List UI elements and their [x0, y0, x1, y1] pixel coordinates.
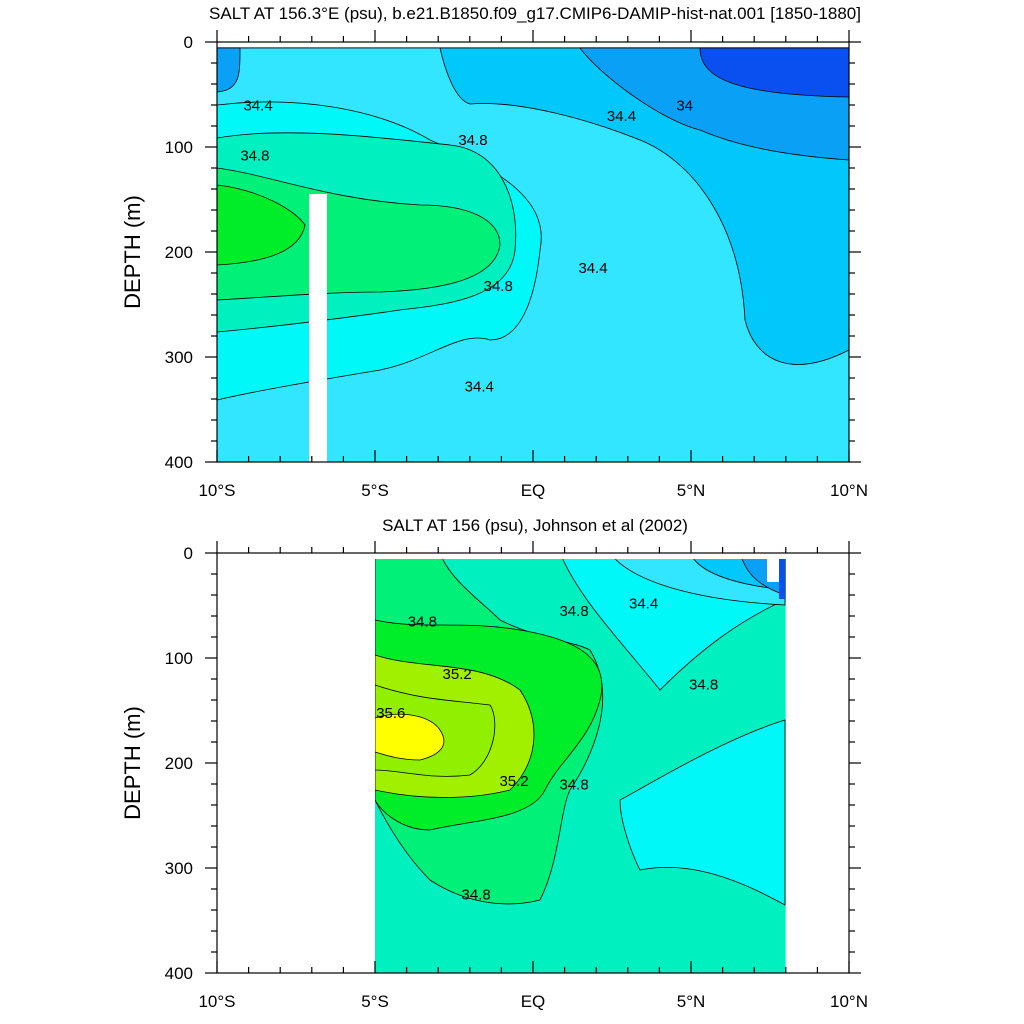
contour-label: 34.4 — [607, 108, 636, 125]
y-tick-label: 100 — [165, 138, 193, 157]
contour-label: 35.2 — [499, 773, 528, 790]
y-tick-label: 0 — [184, 544, 193, 563]
y-axis-label: DEPTH (m) — [120, 195, 145, 309]
observation-fill — [375, 559, 786, 973]
fresh-water-patch — [779, 559, 785, 599]
model-panel — [217, 42, 849, 464]
contour-label: 34.4 — [243, 97, 272, 114]
contour-label: 34.4 — [629, 596, 658, 613]
y-tick-label: 400 — [165, 453, 193, 472]
x-tick-label: 5°S — [361, 992, 389, 1011]
model-axes: 10°S 5°S EQ 5°N 10°N 0 100 200 300 400 DEPTH (m) 34… — [120, 30, 868, 500]
contour-label: 34.8 — [484, 278, 513, 295]
contour-label: 34.4 — [465, 379, 494, 396]
contour-label: 34.8 — [559, 603, 588, 620]
y-tick-label: 0 — [184, 33, 193, 52]
x-tick-label: EQ — [521, 992, 546, 1011]
missing-data-column — [309, 194, 327, 464]
contour-label: 34.8 — [559, 776, 588, 793]
bottom-panel-title: SALT AT 156 (psu), Johnson et al (2002) — [382, 516, 688, 535]
contour-label: 35.2 — [443, 666, 472, 683]
top-panel-title: SALT AT 156.3°E (psu), b.e21.B1850.f09_g… — [209, 4, 861, 23]
x-tick-label: 10°N — [830, 481, 868, 500]
contour-label: 34.8 — [408, 614, 437, 631]
contour-label: 34.8 — [689, 677, 718, 694]
x-tick-label: 5°N — [677, 481, 706, 500]
y-axis-label: DEPTH (m) — [120, 706, 145, 820]
region-34.0-west — [217, 47, 241, 93]
y-tick-label: 400 — [165, 964, 193, 983]
x-tick-label: 5°N — [677, 992, 706, 1011]
y-tick-label: 300 — [165, 348, 193, 367]
contour-label: 34.8 — [458, 132, 487, 149]
top-gap — [217, 42, 849, 47]
model-fill — [217, 46, 849, 462]
missing-data-gap — [767, 559, 779, 582]
contour-label: 35.6 — [376, 705, 405, 722]
x-tick-label: EQ — [521, 481, 546, 500]
y-tick-label: 300 — [165, 859, 193, 878]
contour-label: 34.4 — [578, 260, 607, 277]
region-35.2 — [217, 184, 306, 266]
y-tick-label: 100 — [165, 649, 193, 668]
contour-label: 34 — [676, 97, 693, 114]
x-tick-label: 10°N — [830, 992, 868, 1011]
x-tick-label: 10°S — [198, 481, 235, 500]
contour-label: 34.8 — [462, 887, 491, 904]
region-35.6 — [375, 713, 445, 761]
y-tick-label: 200 — [165, 754, 193, 773]
x-tick-label: 5°S — [361, 481, 389, 500]
observation-axes: 10°S 5°S EQ 5°N 10°N 0 100 200 300 400 DEPTH (m) 34… — [120, 541, 868, 1011]
contour-label: 34.8 — [240, 148, 269, 165]
x-tick-label: 10°S — [198, 992, 235, 1011]
region-34.6-east — [619, 719, 786, 906]
observation-panel — [375, 559, 786, 973]
y-tick-label: 200 — [165, 243, 193, 262]
